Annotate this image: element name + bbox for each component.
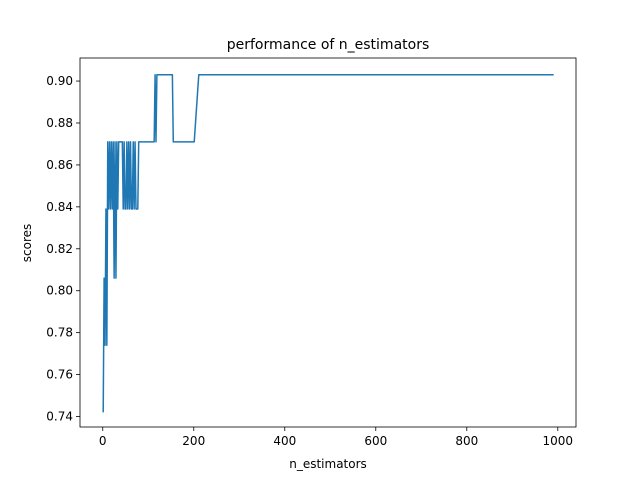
- x-tick-label: 0: [99, 434, 107, 448]
- x-tick-label: 400: [273, 434, 296, 448]
- y-axis-label: scores: [20, 224, 34, 263]
- y-axis: 0.74 0.76 0.78 0.80 0.82 0.84 0.86 0.88 0.90: [46, 74, 80, 424]
- y-tick-label: 0.78: [46, 326, 73, 340]
- y-tick-label: 0.88: [46, 116, 73, 130]
- axes-frame: [79, 57, 577, 428]
- x-tick-label: 200: [182, 434, 205, 448]
- y-tick-label: 0.84: [46, 200, 73, 214]
- series-line: [102, 74, 554, 413]
- x-tick-label: 600: [364, 434, 387, 448]
- y-tick-label: 0.82: [46, 242, 73, 256]
- chart-title: performance of n_estimators: [227, 37, 430, 53]
- y-tick-label: 0.90: [46, 74, 73, 88]
- x-tick-label: 1000: [543, 434, 574, 448]
- plot-area: [102, 74, 554, 413]
- x-tick-label: 800: [455, 434, 478, 448]
- y-tick-label: 0.74: [46, 410, 73, 424]
- x-axis: 0 200 400 600 800 1000: [99, 427, 573, 448]
- y-tick-label: 0.76: [46, 368, 73, 382]
- y-tick-label: 0.80: [46, 284, 73, 298]
- y-tick-label: 0.86: [46, 158, 73, 172]
- x-axis-label: n_estimators: [289, 457, 367, 471]
